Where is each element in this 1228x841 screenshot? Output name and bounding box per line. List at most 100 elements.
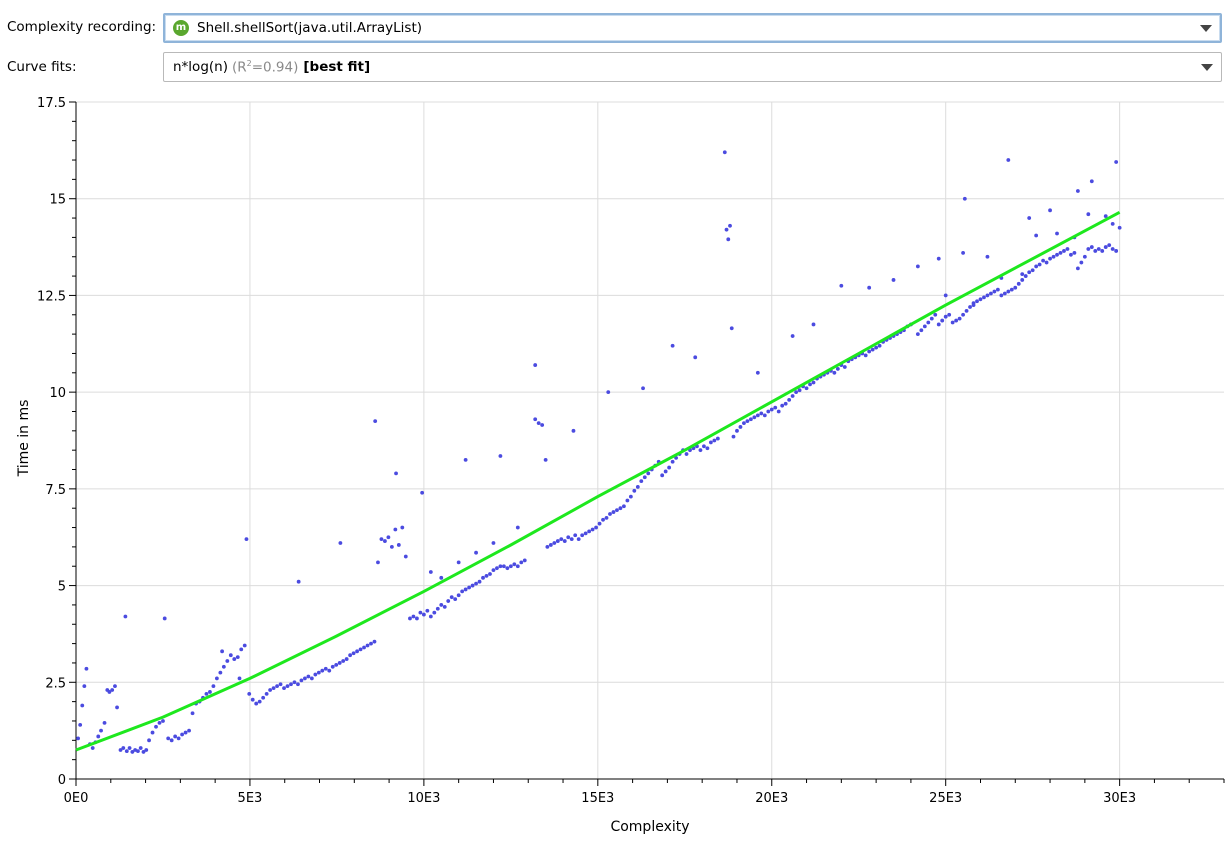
data-point — [147, 738, 151, 743]
x-tick-label: 10E3 — [407, 791, 440, 806]
data-point — [735, 428, 739, 433]
y-tick-label: 0 — [58, 773, 66, 788]
data-point — [239, 647, 244, 652]
data-point — [1065, 247, 1070, 251]
data-point — [1069, 252, 1073, 257]
data-point — [1062, 249, 1066, 253]
data-point — [214, 676, 219, 681]
data-point — [481, 575, 485, 580]
data-point — [1086, 247, 1091, 251]
data-point — [964, 309, 969, 313]
data-point — [797, 388, 802, 393]
complexity-recording-dropdown[interactable]: m Shell.shellSort(java.util.ArrayList) — [163, 13, 1222, 43]
chevron-down-icon[interactable] — [1201, 64, 1213, 71]
data-point — [522, 558, 527, 563]
data-point — [250, 697, 255, 702]
data-point — [1082, 254, 1087, 259]
data-point — [660, 473, 665, 478]
data-point — [999, 293, 1004, 298]
data-point — [663, 469, 668, 474]
data-point — [992, 289, 997, 294]
data-point — [1030, 268, 1035, 273]
data-point — [1041, 258, 1046, 263]
y-tick-label: 5 — [58, 580, 66, 595]
data-point — [389, 544, 394, 549]
data-point — [989, 291, 993, 296]
data-point — [373, 419, 378, 424]
data-point — [670, 459, 675, 464]
data-point — [1048, 208, 1052, 213]
data-point — [1075, 266, 1080, 271]
data-point — [183, 730, 188, 735]
data-point — [435, 606, 440, 611]
chart-ticks: 0E0 5E3 10E3 15E3 20E3 25E3 30E3 0 2.5 5 7.5 10 12.5… — [37, 96, 1225, 806]
data-point — [344, 657, 349, 661]
data-point — [141, 750, 146, 754]
data-point — [693, 355, 698, 360]
data-point — [460, 589, 465, 594]
x-axis-label: Complexity — [610, 819, 689, 835]
data-point — [1034, 233, 1039, 238]
data-point — [622, 504, 626, 509]
data-point — [512, 562, 517, 567]
data-point — [278, 682, 283, 687]
data-point — [731, 434, 736, 439]
data-point — [467, 585, 472, 590]
data-point — [787, 397, 792, 402]
data-point — [1055, 231, 1059, 236]
data-point — [1107, 243, 1112, 248]
data-point — [975, 299, 979, 304]
data-point — [562, 539, 567, 543]
data-point — [635, 485, 640, 489]
data-point — [618, 506, 623, 511]
data-point — [639, 479, 644, 484]
data-point — [474, 581, 478, 586]
data-point — [728, 223, 732, 228]
data-point — [738, 425, 743, 429]
data-point — [338, 541, 343, 545]
y-axis-label: Time in ms — [16, 400, 32, 478]
data-point — [555, 539, 560, 543]
fit-curve — [75, 210, 1121, 752]
data-point — [268, 688, 273, 692]
data-point — [299, 678, 304, 683]
data-point — [463, 457, 468, 462]
data-point — [1117, 225, 1122, 230]
data-point — [84, 666, 89, 671]
chevron-down-icon[interactable] — [1200, 25, 1212, 32]
data-point — [684, 452, 689, 456]
data-point — [606, 390, 611, 395]
data-point — [748, 417, 753, 422]
data-point — [420, 490, 425, 495]
data-point — [204, 691, 209, 696]
data-point — [176, 736, 181, 741]
data-point — [264, 691, 269, 696]
x-tick-label: 30E3 — [1103, 791, 1136, 806]
data-point — [1075, 189, 1080, 193]
data-point — [439, 603, 444, 607]
data-point — [80, 703, 85, 708]
data-point — [1051, 254, 1056, 259]
data-point — [237, 676, 242, 681]
scatter-chart: 0E0 5E3 10E3 15E3 20E3 25E3 30E3 0 2.5 5 7.5 10 12.5… — [16, 96, 1225, 835]
data-point — [936, 256, 941, 261]
data-point — [929, 316, 934, 321]
data-point — [877, 343, 882, 348]
data-point — [874, 345, 879, 350]
data-point — [943, 314, 948, 319]
data-point — [232, 657, 237, 661]
data-point — [386, 535, 391, 540]
x-tick-label: 15E3 — [581, 791, 614, 806]
data-point — [755, 413, 760, 418]
data-point — [702, 444, 706, 449]
data-point — [161, 719, 165, 723]
x-tick-label: 0E0 — [64, 791, 89, 806]
data-point — [641, 386, 645, 391]
data-point — [78, 722, 83, 727]
data-point — [597, 521, 602, 526]
x-tick-label: 20E3 — [755, 791, 788, 806]
curve-fits-dropdown[interactable]: n*log(n) (R2=0.94) [best fit] — [163, 52, 1222, 82]
data-point — [144, 748, 149, 752]
data-point — [566, 535, 571, 540]
data-point — [1089, 179, 1094, 184]
